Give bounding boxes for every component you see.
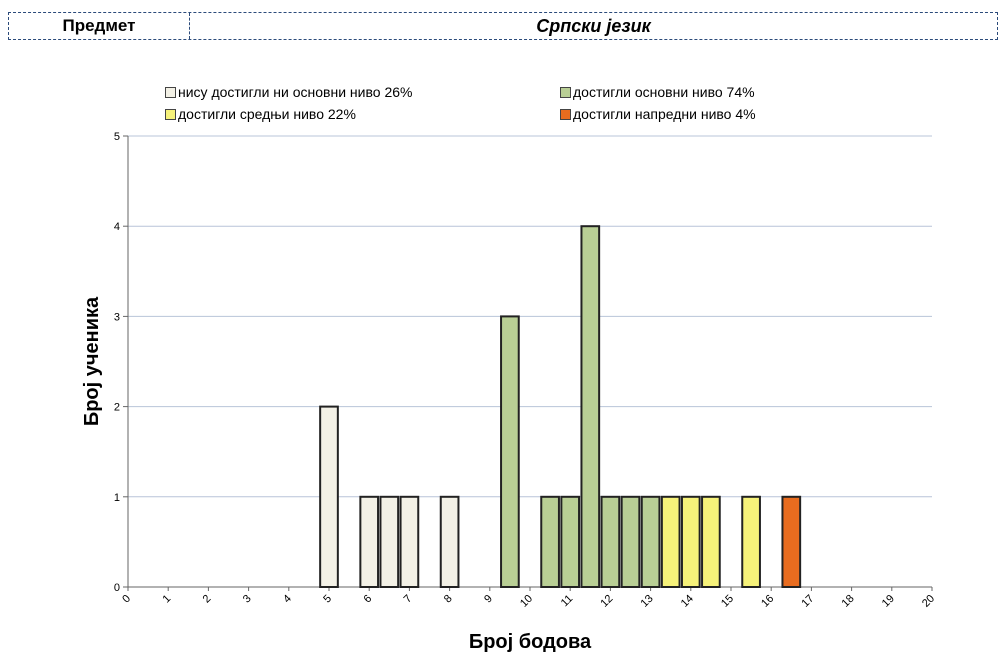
bar bbox=[580, 225, 601, 588]
y-tick-label: 0 bbox=[114, 582, 120, 594]
x-tick-label: 7 bbox=[402, 593, 415, 606]
bar bbox=[680, 495, 701, 588]
y-axis-title: Број ученика bbox=[81, 296, 103, 426]
legend-item-below-basic: нису достигли ни основни ниво 26% bbox=[165, 84, 412, 100]
x-tick-label: 8 bbox=[442, 593, 455, 606]
legend-label: достигли основни ниво 74% bbox=[573, 84, 755, 100]
legend-swatch bbox=[560, 86, 571, 98]
x-tick-label: 14 bbox=[679, 593, 696, 610]
bar bbox=[741, 495, 761, 588]
x-tick-label: 18 bbox=[840, 593, 857, 610]
bar bbox=[660, 495, 681, 588]
legend-label: достигли напредни ниво 4% bbox=[573, 106, 756, 122]
bar bbox=[540, 495, 560, 588]
bar bbox=[439, 495, 460, 588]
x-tick-label: 11 bbox=[559, 593, 576, 610]
y-tick-label: 5 bbox=[114, 131, 120, 143]
legend-swatch bbox=[560, 108, 571, 120]
x-axis-title: Број бодова bbox=[469, 631, 592, 653]
x-tick-label: 17 bbox=[799, 593, 816, 610]
y-tick-label: 3 bbox=[114, 311, 120, 323]
legend-label: нису достигли ни основни ниво 26% bbox=[178, 84, 413, 100]
x-tick-label: 15 bbox=[719, 593, 736, 610]
legend-item-advanced: достигли напредни ниво 4% bbox=[560, 106, 756, 122]
bar bbox=[600, 495, 621, 588]
x-tick-label: 13 bbox=[639, 593, 656, 610]
y-tick-label: 2 bbox=[114, 402, 120, 414]
bar bbox=[640, 495, 661, 588]
bar bbox=[620, 495, 641, 588]
x-tick-label: 10 bbox=[518, 593, 535, 610]
x-tick-label: 0 bbox=[120, 593, 133, 606]
bar bbox=[319, 405, 339, 588]
x-tick-label: 4 bbox=[281, 593, 294, 606]
x-tick-label: 6 bbox=[362, 593, 375, 606]
legend-swatch bbox=[165, 86, 176, 98]
x-tick-label: 2 bbox=[201, 593, 214, 606]
y-tick-label: 4 bbox=[114, 221, 120, 233]
x-tick-label: 19 bbox=[880, 593, 897, 610]
legend-swatch bbox=[165, 108, 176, 120]
bar bbox=[560, 495, 581, 588]
x-tick-label: 3 bbox=[241, 593, 254, 606]
subject-value: Српски језик bbox=[536, 15, 651, 36]
subject-label: Предмет bbox=[9, 13, 190, 39]
bar bbox=[399, 495, 420, 588]
bar bbox=[500, 315, 520, 588]
legend-item-basic: достигли основни ниво 74% bbox=[560, 84, 755, 100]
bar bbox=[379, 495, 400, 588]
x-tick-label: 1 bbox=[161, 593, 174, 606]
bar bbox=[359, 495, 380, 588]
x-tick-label: 20 bbox=[920, 593, 937, 610]
legend-label: достигли средњи ниво 22% bbox=[178, 106, 356, 122]
x-tick-label: 12 bbox=[598, 593, 615, 610]
y-tick-label: 1 bbox=[114, 492, 120, 504]
x-tick-label: 16 bbox=[759, 593, 776, 610]
subject-header: Предмет Српски језик bbox=[8, 12, 998, 40]
x-tick-label: 5 bbox=[321, 593, 334, 606]
bar bbox=[701, 495, 721, 588]
bar bbox=[781, 495, 802, 588]
x-tick-label: 9 bbox=[482, 593, 495, 606]
legend-item-intermediate: достигли средњи ниво 22% bbox=[165, 106, 356, 122]
